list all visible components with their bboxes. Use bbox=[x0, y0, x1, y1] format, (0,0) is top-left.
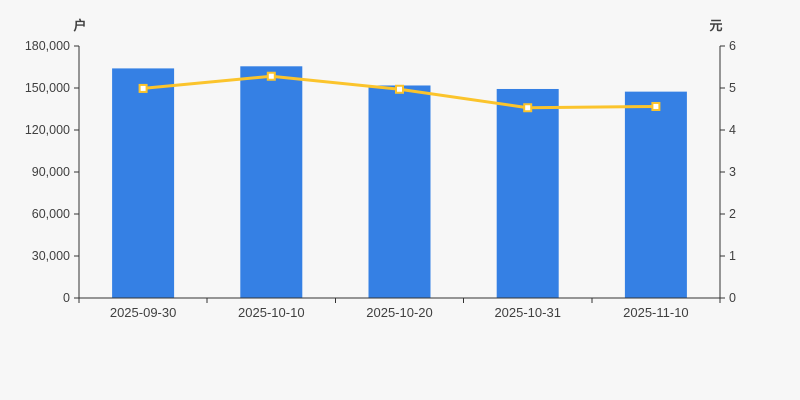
line-marker-2025-09-30[interactable] bbox=[138, 83, 148, 93]
left-axis-tick-label: 30,000 bbox=[32, 249, 70, 263]
plot-area: 0 30,000 60,000 90,000 120,000 150,000 180,000… bbox=[25, 39, 736, 320]
left-axis-tick-label: 120,000 bbox=[25, 123, 70, 137]
x-axis-label: 2025-10-31 bbox=[494, 305, 561, 320]
bar-2025-10-31[interactable] bbox=[496, 88, 559, 298]
left-axis-tick-label: 60,000 bbox=[32, 207, 70, 221]
right-axis-tick-label: 2 bbox=[729, 207, 736, 221]
right-axis-title: 元 bbox=[709, 18, 722, 33]
right-axis-tick-label: 1 bbox=[729, 249, 736, 263]
bar-2025-10-10[interactable] bbox=[240, 66, 303, 298]
bar-2025-10-20[interactable] bbox=[368, 85, 431, 298]
bar-2025-09-30[interactable] bbox=[112, 68, 175, 299]
x-axis-label: 2025-10-10 bbox=[238, 305, 305, 320]
x-axis-label: 2025-10-20 bbox=[366, 305, 433, 320]
right-axis-tick-label: 4 bbox=[729, 123, 736, 137]
left-axis-tick-label: 90,000 bbox=[32, 165, 70, 179]
x-axis-label: 2025-09-30 bbox=[110, 305, 177, 320]
x-axis-label: 2025-11-10 bbox=[623, 305, 689, 320]
left-axis-title: 户 bbox=[73, 18, 86, 33]
right-axis-tick-label: 6 bbox=[729, 39, 736, 53]
right-axis-tick-label: 3 bbox=[729, 165, 736, 179]
right-axis-tick-label: 5 bbox=[729, 81, 736, 95]
left-axis-tick-label: 180,000 bbox=[25, 39, 70, 53]
right-axis-tick-label: 0 bbox=[729, 291, 736, 305]
bar-2025-11-10[interactable] bbox=[624, 91, 687, 298]
line-marker-2025-10-10[interactable] bbox=[266, 71, 276, 81]
line-marker-2025-11-10[interactable] bbox=[651, 101, 661, 111]
line-marker-2025-10-20[interactable] bbox=[395, 84, 404, 94]
left-axis-tick-label: 150,000 bbox=[25, 81, 70, 95]
line-marker-2025-10-31[interactable] bbox=[523, 103, 533, 113]
left-axis-tick-label: 0 bbox=[63, 291, 70, 305]
